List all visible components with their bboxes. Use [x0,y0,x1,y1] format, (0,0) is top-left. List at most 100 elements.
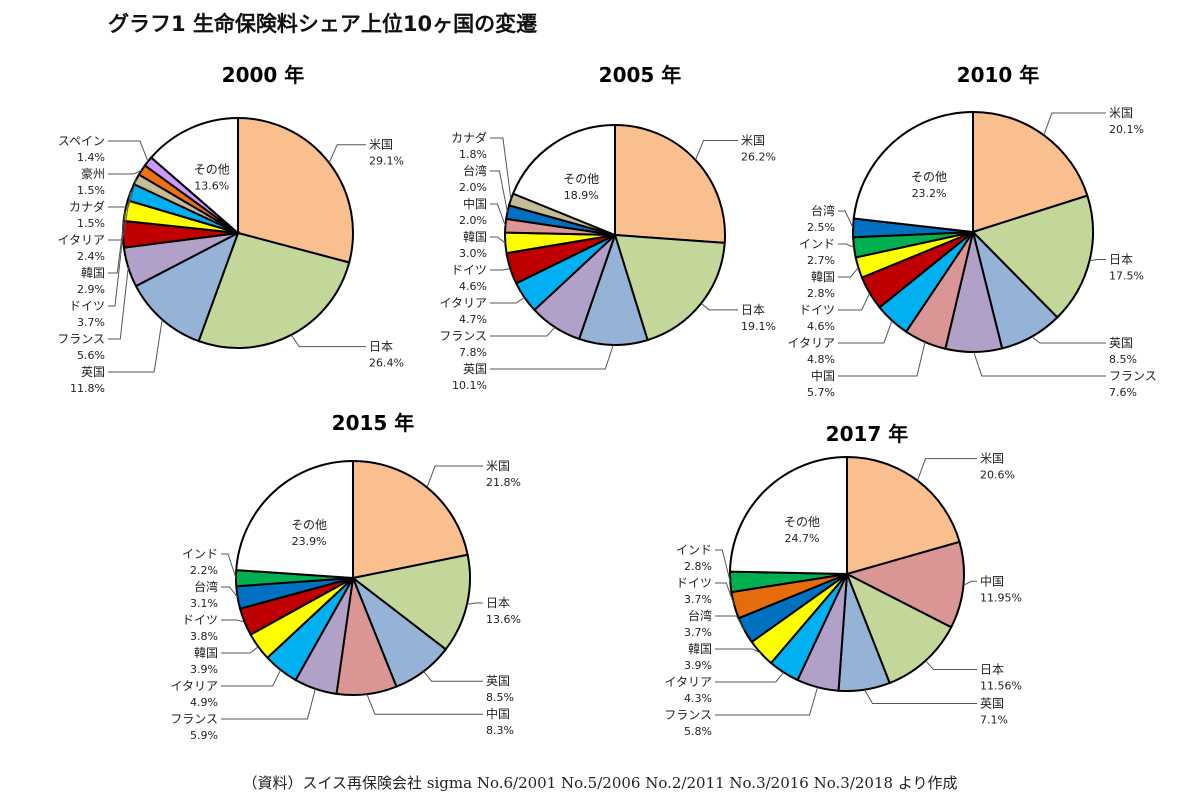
leader-line [864,689,977,704]
slice-value: 2.8% [807,287,835,300]
slice-value: 2.2% [190,564,218,577]
source-note: （資料）スイス再保険会社 sigma No.6/2001 No.5/2006 N… [242,774,958,792]
leader-line [838,243,855,248]
leader-line [490,170,508,213]
pie-title: 2017 年 [826,422,909,446]
slice-value: 13.6% [486,613,521,626]
slice-value: 4.6% [459,280,487,293]
pie-slice [846,455,961,576]
slice-label: 中国 [463,196,487,211]
slice-label: 米国 [1109,106,1133,120]
leader-line [490,296,525,304]
slice-value: 26.2% [741,150,776,163]
leader-line [490,236,506,244]
slice-value: 5.6% [77,349,105,362]
slice-label: 英国 [81,365,105,379]
slice-value: 3.1% [190,597,218,610]
slice-label: 台湾 [194,579,218,594]
slice-value: 3.8% [190,630,218,643]
leader-line [715,615,745,631]
slice-value: 5.8% [684,725,712,738]
leader-line [490,268,511,271]
slice-value: 2.0% [459,181,487,194]
leader-line [221,553,237,579]
chart-title: グラフ1 生命保険料シェア上位10ヶ国の変遷 [108,12,538,36]
slice-value: 19.1% [741,320,776,333]
slice-value: 11.8% [70,382,105,395]
slice-label: イタリア [439,296,487,310]
leader-line [490,203,506,226]
slice-label: インド [676,543,712,557]
slice-value: 11.95% [980,591,1022,604]
leader-line [221,586,239,598]
slice-label: 中国 [811,368,835,383]
leader-line [1031,336,1106,344]
leader-line [838,292,871,311]
slice-label: 米国 [741,133,765,147]
slice-value: 4.8% [807,353,835,366]
pie-slice [971,194,1094,319]
slice-label: フランス [57,332,105,346]
slice-value: 2.8% [684,560,712,573]
slice-label: イタリア [57,233,105,247]
leader-line [108,234,124,307]
slice-label: ドイツ [676,576,712,590]
pie-slice [852,110,974,234]
slice-label: 韓国 [81,266,105,280]
slice-label: カナダ [451,130,487,145]
slice-label: インド [799,237,835,251]
slice-label: 日本 [486,596,510,610]
leader-line [490,344,614,370]
slice-value: 7.8% [459,346,487,359]
leader-line [328,144,366,164]
slice-value: 1.5% [77,217,105,230]
slice-label: ドイツ [799,303,835,317]
slice-value: 3.9% [684,659,712,672]
slice-value: 2.0% [459,214,487,227]
pie-slice [729,455,848,576]
pie-title: 2005 年 [599,63,682,87]
leader-line [426,465,483,488]
slice-label: 米国 [369,138,393,152]
slice-label: 韓国 [811,270,835,284]
slice-label: フランス [1109,369,1157,383]
slice-label: スペイン [58,134,105,148]
slice-value: 4.9% [190,696,218,709]
slice-value: 5.7% [807,386,835,399]
pie-slice [350,553,471,651]
slice-label: 米国 [486,459,510,473]
leader-line [221,619,245,623]
slice-value: 2.9% [77,283,105,296]
slice-value: 3.7% [77,316,105,329]
slice-label: イタリア [170,679,218,693]
slice-label: ドイツ [451,263,487,277]
slice-label: その他 [911,170,947,184]
slice-label: その他 [563,172,599,186]
slice-value: 23.2% [912,187,947,200]
leader-line [838,320,893,344]
slice-value: 1.8% [459,148,487,161]
slice-label: 日本 [369,340,393,354]
slice-label: 中国 [980,573,1004,588]
pie-slice [614,123,726,244]
slice-value: 26.4% [369,357,404,370]
slice-label: その他 [194,162,230,176]
slice-label: 韓国 [688,642,712,656]
slice-value: 24.7% [784,532,819,545]
leader-line [973,351,1106,377]
leader-line [108,169,143,175]
pie-slice [972,110,1089,234]
slice-value: 3.0% [459,247,487,260]
pie-slice [149,116,239,236]
leader-line [700,303,738,311]
pie-slice [235,459,354,580]
slice-value: 1.4% [77,151,105,164]
slice-value: 8.3% [486,724,514,737]
slice-value: 2.4% [77,250,105,263]
leader-line [108,140,149,162]
slice-label: 台湾 [811,203,835,218]
